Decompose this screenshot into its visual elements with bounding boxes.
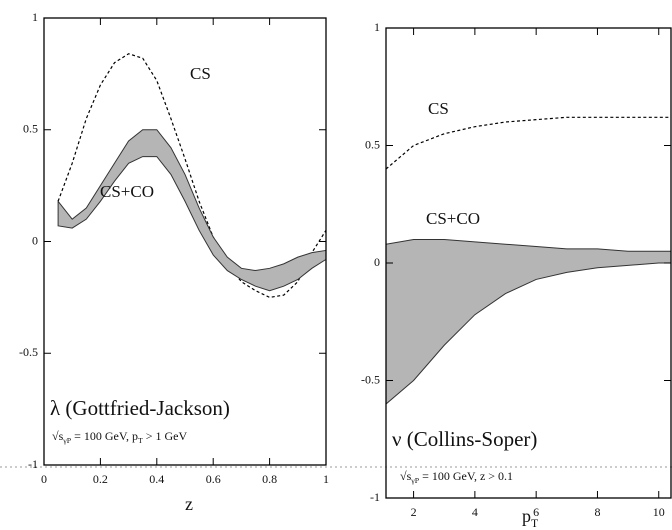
y-tick-label: -1 bbox=[370, 490, 380, 504]
series-label: CS+CO bbox=[100, 182, 154, 201]
panel-info-part: > 1 GeV bbox=[143, 429, 188, 443]
x-axis-label-part: z bbox=[185, 494, 193, 514]
band bbox=[57, 129, 327, 292]
panel-info-part: = 100 GeV, z > 0.1 bbox=[419, 469, 513, 483]
x-tick-label: 0.6 bbox=[206, 472, 221, 486]
y-tick-label: 0 bbox=[32, 233, 38, 247]
y-tick-label: -1 bbox=[28, 457, 38, 471]
curve bbox=[385, 116, 671, 170]
y-tick-label: 1 bbox=[32, 10, 38, 24]
y-tick-label: 0.5 bbox=[365, 137, 380, 151]
panel-info-part: = 100 GeV, p bbox=[71, 429, 138, 443]
x-tick-label: 0.8 bbox=[262, 472, 277, 486]
panel-info-sub: γP bbox=[410, 476, 419, 485]
x-tick-label: 0 bbox=[41, 472, 47, 486]
x-tick-label: 1 bbox=[323, 472, 329, 486]
y-tick-label: 1 bbox=[374, 20, 380, 34]
panel-info-sub: γP bbox=[62, 436, 71, 445]
y-tick-label: -0.5 bbox=[19, 345, 38, 359]
x-axis-label-part: p bbox=[522, 506, 531, 526]
panel-info-sub: T bbox=[138, 436, 143, 445]
y-tick-label: 0.5 bbox=[23, 122, 38, 136]
y-tick-label: 0 bbox=[374, 255, 380, 269]
x-tick-label: 4 bbox=[472, 505, 478, 519]
x-axis-label-sub: T bbox=[531, 517, 538, 530]
panel-info-part: √s bbox=[400, 469, 412, 483]
x-tick-label: 0.4 bbox=[149, 472, 164, 486]
panel-info: √sγP = 100 GeV, z > 0.1 bbox=[400, 469, 513, 486]
x-axis-label: pT bbox=[522, 506, 538, 530]
x-tick-label: 2 bbox=[411, 505, 417, 519]
curve bbox=[57, 53, 327, 298]
series-label: CS bbox=[428, 99, 449, 118]
x-axis-label: z bbox=[185, 494, 193, 514]
panel-info: √sγP = 100 GeV, pT > 1 GeV bbox=[52, 429, 187, 446]
panel-info-part: √s bbox=[52, 429, 64, 443]
panel-title: λ (Gottfried-Jackson) bbox=[50, 396, 230, 420]
panel-title: ν (Collins-Soper) bbox=[392, 427, 537, 451]
x-tick-label: 10 bbox=[653, 505, 665, 519]
series-label: CS+CO bbox=[426, 209, 480, 228]
x-tick-label: 0.2 bbox=[93, 472, 108, 486]
series-label: CS bbox=[190, 64, 211, 83]
y-tick-label: -0.5 bbox=[361, 372, 380, 386]
x-tick-label: 6 bbox=[533, 505, 539, 519]
x-tick-label: 8 bbox=[594, 505, 600, 519]
band bbox=[385, 239, 672, 406]
